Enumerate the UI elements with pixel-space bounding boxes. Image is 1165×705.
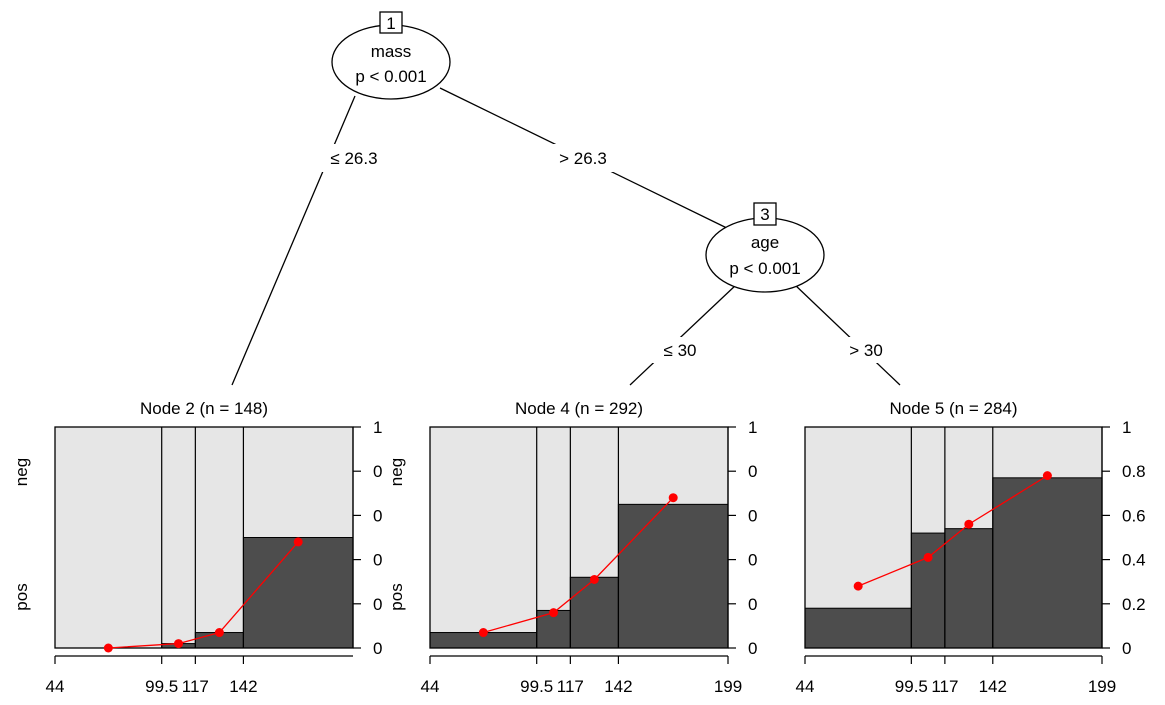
node-p-value: p < 0.001 [729,259,800,278]
bar-neg-segment [195,427,244,633]
trend-point [668,493,678,503]
panel-title: Node 2 (n = 148) [140,399,268,418]
trend-point [103,643,113,653]
node-id-box [753,202,777,226]
trend-line [483,497,674,634]
bar-neg-segment [911,427,945,534]
edge-inner-right [793,283,901,386]
terminal-panel-node-2: Node 2 (n = 148) 0 0 0 0 0 1 44 99.5 117 142 neg pos [12,399,382,696]
terminal-panel-node-5: Node 5 (n = 284) 0 0.2 0.4 0.6 0.8 1 44 99.5 117 1… [796,399,1146,696]
x-tick-label: 44 [46,677,65,696]
edge-inner-left [629,283,738,386]
y-tick-label: 0 [373,639,382,658]
edge-label-root-right: > 26.3 [559,149,607,168]
node-id: 1 [386,14,395,33]
node-p-value: p < 0.001 [355,67,426,86]
class-label: pos [387,583,406,610]
class-label: neg [387,458,406,486]
node-id-box [379,11,403,34]
y-tick-label: 0.8 [1122,462,1146,481]
x-tick-label: 99.5 [895,677,928,696]
trend-line [857,475,1048,587]
bar-neg-segment [805,427,912,609]
bar-pos-segment [910,532,946,649]
y-tick-label: 1 [373,418,382,437]
bar-neg-segment [992,427,1102,478]
y-tick-label: 0 [748,506,757,525]
terminal-panel-node-4: Node 4 (n = 292) 0 0 0 0 0 1 44 99.5 117 142 199 neg… [387,399,757,696]
trend-point [853,581,863,591]
x-tick-label: 117 [557,677,584,696]
y-tick-label: 0.4 [1122,551,1146,570]
x-tick-label: 199 [1088,677,1116,696]
class-label: neg [12,458,31,486]
y-tick-label: 0 [1122,639,1131,658]
y-tick-label: 1 [1122,418,1131,437]
x-tick-label: 142 [979,677,1007,696]
y-tick-label: 0 [748,462,757,481]
bar-pos-segment [992,477,1103,649]
bar-pos-segment [944,528,994,649]
trend-point [478,628,488,638]
trend-point [589,574,599,584]
node-variable: age [751,233,779,252]
bar-neg-segment [243,427,353,538]
tree-node-3: 3 age p < 0.001 [705,202,825,293]
x-tick-label: 117 [182,677,209,696]
x-tick-label: 99.5 [520,677,553,696]
trend-point [174,639,184,649]
panel-title: Node 5 (n = 284) [889,399,1017,418]
x-tick-label: 117 [931,677,958,696]
node-variable: mass [371,42,412,61]
y-tick-label: 0 [373,462,382,481]
trend-point [964,519,974,529]
y-tick-label: 0 [373,551,382,570]
edge-label-inner-left: ≤ 30 [664,341,697,360]
y-tick-label: 0.6 [1122,506,1146,525]
panel-title: Node 4 (n = 292) [515,399,643,418]
bar-pos-segment [242,537,354,649]
node-id: 3 [760,205,769,224]
bar-neg-segment [430,427,537,633]
x-tick-label: 142 [229,677,257,696]
trend-point [549,608,559,618]
trend-point [214,628,224,638]
trend-point [293,537,303,547]
tree-node-1: 1 mass p < 0.001 [331,11,451,100]
bar-neg-segment [944,427,993,529]
edge-label-inner-right: > 30 [849,341,883,360]
y-tick-label: 0 [373,506,382,525]
bar-neg-segment [618,427,728,505]
bar-pos-segment [804,607,912,649]
bar-neg-segment [570,427,619,578]
trend-line [108,541,299,649]
class-label: pos [12,583,31,610]
bar-neg-segment [161,427,196,644]
x-tick-label: 44 [796,677,815,696]
y-tick-label: 0 [373,595,382,614]
edge-root-left [231,95,356,386]
x-tick-label: 142 [604,677,632,696]
y-tick-label: 0 [748,551,757,570]
y-tick-label: 0 [748,595,757,614]
y-tick-label: 1 [748,418,757,437]
x-tick-label: 199 [714,677,742,696]
edge-label-root-left: ≤ 26.3 [330,149,377,168]
y-tick-label: 0 [748,639,757,658]
bar-pos-segment [617,503,729,649]
bar-neg-segment [55,427,162,648]
trend-point [923,552,933,562]
x-tick-label: 44 [421,677,440,696]
y-tick-label: 0.2 [1122,595,1146,614]
x-tick-label: 99.5 [145,677,178,696]
trend-point [1042,471,1052,481]
bar-pos-segment [569,576,619,649]
bar-neg-segment [536,427,571,611]
